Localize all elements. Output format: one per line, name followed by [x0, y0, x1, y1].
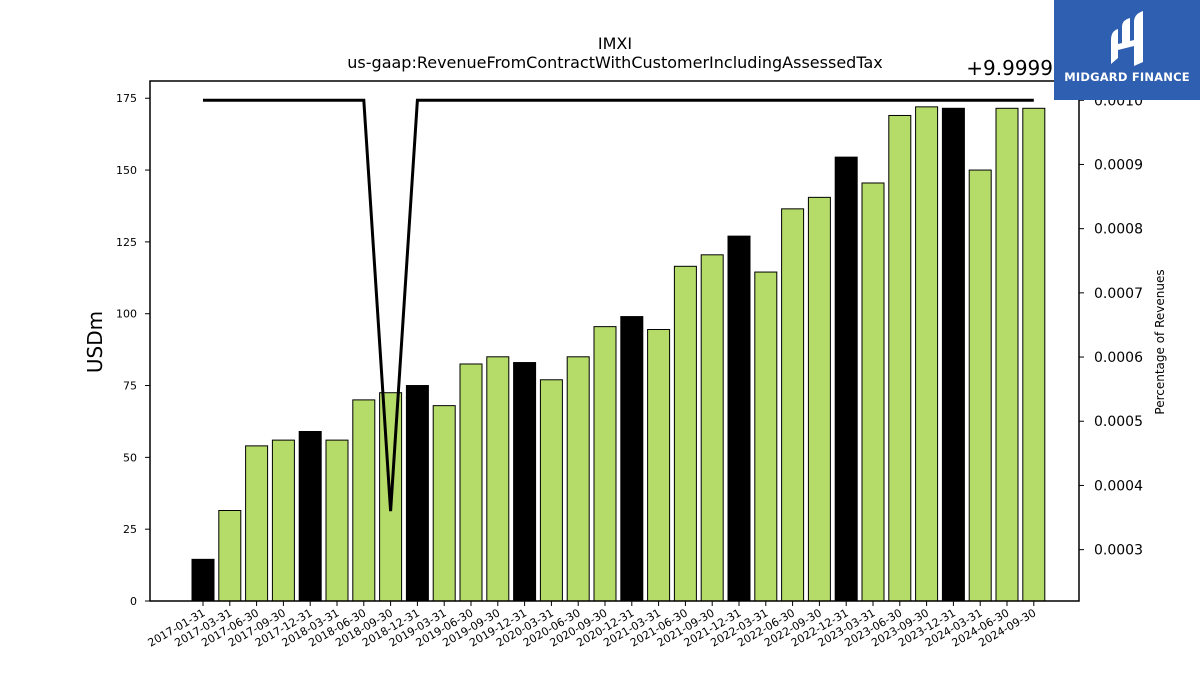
bar-2024-09-30 — [1022, 107, 1046, 602]
y-tick-label: 0 — [130, 595, 137, 608]
y2-tick-label: 0.0009 — [1094, 157, 1143, 173]
y2-tick-label: 0.0006 — [1094, 350, 1143, 366]
bar-2020-09-30 — [593, 326, 617, 602]
bar-2020-03-31 — [539, 379, 563, 602]
bar-2019-06-30 — [459, 363, 483, 602]
bar-2020-06-30 — [566, 356, 590, 602]
bar-2021-03-31 — [647, 329, 671, 602]
bar-2019-12-31 — [513, 362, 537, 602]
y2-axis-label: Percentage of Revenues — [1153, 269, 1167, 414]
y-tick-label: 125 — [116, 236, 137, 249]
chart-title: IMXI — [598, 34, 632, 53]
bar-2018-12-31 — [405, 385, 429, 602]
bar-2022-09-30 — [807, 196, 831, 602]
bar-2017-01-31 — [191, 558, 215, 602]
bar-2021-06-30 — [673, 265, 697, 602]
y-tick-label: 75 — [123, 380, 137, 393]
y2-tick-label: 0.0003 — [1094, 543, 1143, 559]
logo-text: MIDGARD FINANCE — [1064, 70, 1190, 84]
bar-2024-06-30 — [995, 107, 1019, 602]
bar-2019-09-30 — [486, 356, 510, 602]
plot-frame — [149, 80, 1080, 602]
bar-2022-06-30 — [781, 208, 805, 602]
y-tick-label: 50 — [123, 451, 137, 464]
bar-2018-03-31 — [325, 439, 349, 602]
chart-subtitle: us-gaap:RevenueFromContractWithCustomerI… — [347, 53, 882, 72]
midgard-logo-icon — [1111, 11, 1143, 66]
y-tick-label: 150 — [116, 164, 137, 177]
y2-tick-label: 0.0007 — [1094, 286, 1143, 302]
y-axis-label: USDm — [83, 311, 107, 373]
bar-2017-09-30 — [271, 439, 295, 602]
y2-tick-label: 0.0004 — [1094, 478, 1143, 494]
bar-2023-12-31 — [941, 107, 965, 602]
percentage-line — [203, 98, 1034, 512]
bar-2017-06-30 — [245, 445, 269, 602]
bar-2017-12-31 — [298, 430, 322, 602]
bar-2023-03-31 — [861, 182, 885, 602]
bar-2022-12-31 — [834, 156, 858, 602]
bar-2017-03-31 — [218, 510, 242, 602]
bar-2018-06-30 — [352, 399, 376, 602]
bar-2020-12-31 — [620, 316, 644, 602]
bar-2022-03-31 — [754, 271, 778, 602]
midgard-logo: MIDGARD FINANCE — [1054, 0, 1200, 100]
y-tick-label: 25 — [123, 523, 137, 536]
bar-2023-06-30 — [888, 114, 912, 602]
y2-tick-label: 0.0008 — [1094, 222, 1143, 238]
bar-2021-12-31 — [727, 235, 751, 602]
y2-offset-label: +9.9999 — [966, 56, 1053, 80]
y-tick-label: 175 — [116, 92, 137, 105]
bar-2024-03-31 — [968, 169, 992, 602]
y2-tick-label: 0.0005 — [1094, 414, 1143, 430]
bar-2023-09-30 — [915, 106, 939, 602]
bar-2019-03-31 — [432, 405, 456, 602]
bar-2021-09-30 — [700, 254, 724, 602]
y-tick-label: 100 — [116, 308, 137, 321]
